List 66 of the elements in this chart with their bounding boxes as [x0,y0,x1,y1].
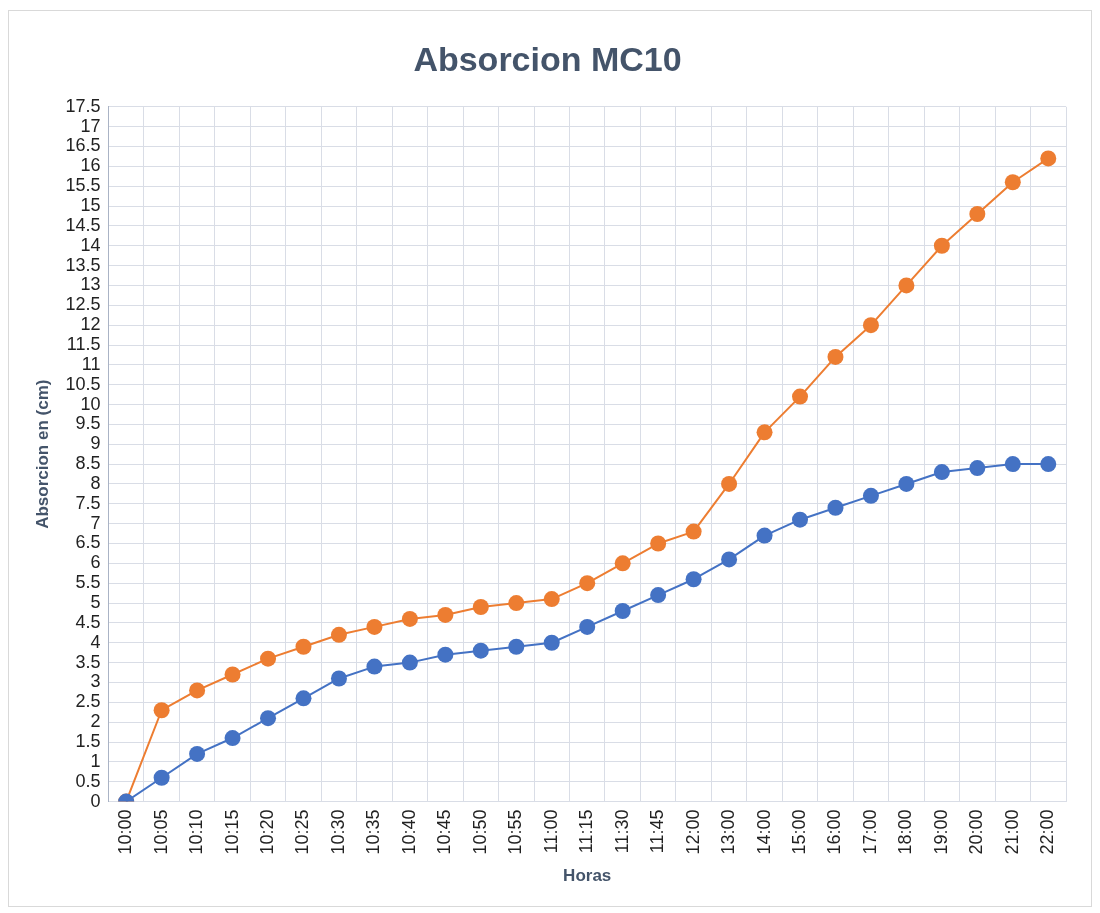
y-tick-label: 15 [80,195,101,216]
x-tick-label: 19:00 [930,809,951,855]
y-tick-label: 7 [90,512,101,533]
x-tick-label: 10:40 [398,809,419,855]
x-tick-label: 20:00 [966,809,987,855]
y-tick-label: 10.5 [65,373,101,394]
x-tick-label: 10:45 [434,809,455,855]
y-tick-label: 14 [80,234,101,255]
x-tick-label: 16:00 [824,809,845,855]
x-tick-label: 10:55 [505,809,526,855]
y-tick-label: 6 [90,552,101,573]
y-tick-label: 17.5 [65,95,101,116]
y-axis-title: Absorcion en (cm) [32,379,52,529]
y-tick-label: 14.5 [65,214,101,235]
y-tick-label: 17 [80,115,101,136]
y-tick-label: 9.5 [75,413,101,434]
x-tick-label: 11:15 [576,809,597,854]
y-tick-label: 8 [90,472,101,493]
y-tick-label: 4 [90,631,101,652]
x-tick-label: 22:00 [1037,809,1058,855]
x-tick-label: 11:30 [611,809,632,854]
x-tick-label: 11:45 [647,809,668,854]
x-tick-label: 13:00 [718,809,739,855]
y-tick-label: 16 [80,155,101,176]
x-tick-label: 10:30 [327,809,348,855]
x-tick-label: 10:10 [186,809,207,855]
y-tick-label: 5 [90,592,101,613]
x-tick-label: 15:00 [788,809,809,855]
x-tick-label: 10:00 [115,809,136,855]
y-tick-label: 0 [90,790,101,811]
x-axis-title: Horas [563,866,612,886]
y-tick-label: 13 [80,274,101,295]
y-tick-label: 13.5 [65,254,101,275]
y-tick-label: 7.5 [75,492,101,513]
x-tick-label: 10:35 [363,809,384,855]
y-tick-label: 6.5 [75,532,101,553]
y-tick-label: 16.5 [65,135,101,156]
y-tick-label: 15.5 [65,175,101,196]
y-tick-label: 2.5 [75,691,101,712]
y-tick-label: 0.5 [75,770,101,791]
y-tick-label: 1 [90,750,101,771]
y-tick-label: 11.5 [66,333,101,354]
x-tick-label: 18:00 [895,809,916,855]
x-tick-label: 10:20 [257,809,277,855]
x-tick-label: 10:05 [150,809,171,855]
y-tick-label: 5.5 [75,572,101,593]
y-tick-label: 9 [90,433,101,454]
y-tick-label: 1.5 [75,730,101,751]
y-tick-label: 3.5 [75,651,101,672]
y-tick-label: 2 [90,711,101,732]
y-tick-label: 3 [90,671,101,692]
x-tick-label: 11:00 [540,809,561,854]
x-tick-label: 21:00 [1001,809,1022,855]
x-tick-label: 10:15 [221,809,242,855]
y-tick-label: 12.5 [65,294,101,315]
y-tick-label: 11 [81,353,101,374]
x-tick-label: 10:25 [292,809,313,855]
y-tick-label: 12 [80,314,101,335]
x-tick-label: 14:00 [753,809,774,855]
y-tick-label: 10 [80,393,101,414]
x-tick-label: 10:50 [469,809,490,855]
chart-title: Absorcion MC10 [413,39,682,78]
x-tick-label: 17:00 [859,809,880,855]
x-tick-label: 12:00 [682,809,703,855]
y-tick-label: 8.5 [75,453,101,474]
y-tick-label: 4.5 [75,611,101,632]
